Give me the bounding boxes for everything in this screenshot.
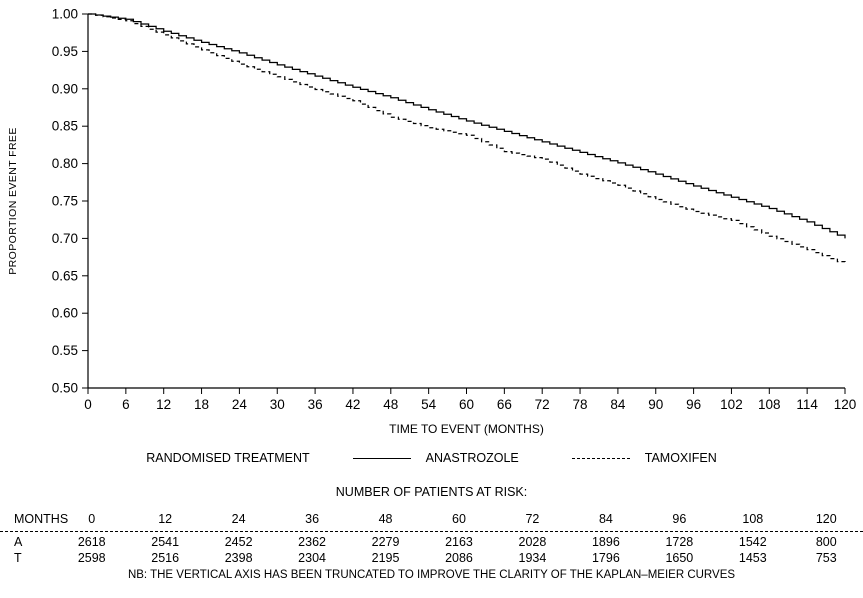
x-tick-label: 78 — [573, 397, 588, 412]
month-header: 120 — [815, 512, 837, 526]
x-tick-label: 72 — [535, 397, 550, 412]
risk-count: 2086 — [445, 551, 473, 565]
risk-count: 2598 — [77, 551, 106, 565]
x-tick-label: 114 — [796, 397, 818, 412]
y-tick-label: 0.85 — [52, 119, 78, 134]
anastrozole-curve — [88, 13, 846, 239]
risk-table-body: A 2618 2541 2452 2362 2279 2163 2028 1896 1728 154… — [0, 531, 863, 566]
risk-count: 1934 — [518, 551, 547, 565]
footnote: NB: THE VERTICAL AXIS HAS BEEN TRUNCATED… — [127, 569, 736, 581]
risk-count: 1796 — [591, 551, 620, 565]
patients-at-risk-table: MONTHS 0 12 24 36 48 60 72 84 96 108 120 A 2618 2541 24… — [0, 511, 863, 566]
risk-count: 2541 — [151, 535, 180, 549]
month-header: 0 — [88, 512, 96, 526]
x-tick-label: 66 — [497, 397, 512, 412]
x-tick-label: 96 — [686, 397, 701, 412]
legend-label-anastrozole: ANASTROZOLE — [425, 451, 519, 465]
risk-count: 2304 — [298, 551, 326, 565]
y-tick-label: 0.80 — [52, 156, 78, 171]
x-tick-label: 36 — [308, 397, 323, 412]
risk-count: 1650 — [665, 551, 694, 565]
legend: RANDOMISED TREATMENT ANASTROZOLE TAMOXIF… — [0, 451, 863, 465]
risk-count: 800 — [815, 535, 837, 549]
risk-count: 2618 — [77, 535, 106, 549]
x-tick-label: 42 — [345, 397, 360, 412]
risk-count: 2516 — [151, 551, 180, 565]
x-tick-label: 24 — [232, 397, 248, 412]
risk-count: 2028 — [518, 535, 547, 549]
risk-count: 1728 — [665, 535, 694, 549]
x-tick-label: 84 — [610, 397, 626, 412]
risk-count: 2279 — [371, 535, 400, 549]
risk-count: 1453 — [738, 551, 767, 565]
x-tick-label: 60 — [459, 397, 474, 412]
risk-count: 2398 — [224, 551, 253, 565]
risk-row-t: T 2598 2516 2398 2304 2195 2086 1934 1796 1650 145… — [0, 550, 863, 566]
y-tick-label: 1.00 — [52, 7, 78, 22]
x-axis-label: TIME TO EVENT (MONTHS) — [389, 422, 544, 436]
risk-count: 1896 — [591, 535, 620, 549]
legend-label-tamoxifen: TAMOXIFEN — [644, 451, 717, 465]
y-tick-label: 0.55 — [52, 343, 78, 358]
x-tick-label: 108 — [758, 397, 781, 412]
x-tick-label: 6 — [122, 397, 130, 412]
x-tick-label: 48 — [383, 397, 398, 412]
risk-count: 2195 — [371, 551, 400, 565]
risk-row-label: A — [14, 535, 23, 549]
month-header: 60 — [452, 512, 466, 526]
x-tick-label: 120 — [834, 397, 857, 412]
risk-count: 2452 — [224, 535, 253, 549]
month-header: 24 — [231, 512, 246, 526]
x-tick-label: 102 — [720, 397, 743, 412]
y-tick-label: 0.75 — [52, 194, 78, 209]
y-tick-label: 0.50 — [52, 381, 78, 396]
month-header: 36 — [305, 512, 320, 526]
month-header: 12 — [158, 512, 173, 526]
x-tick-label: 54 — [421, 397, 437, 412]
x-tick-label: 0 — [84, 397, 92, 412]
month-header: 48 — [378, 512, 393, 526]
risk-table-header: MONTHS 0 12 24 36 48 60 72 84 96 108 120 — [0, 511, 863, 527]
tamoxifen-line-sample — [571, 457, 630, 459]
anastrozole-line-sample — [352, 457, 411, 459]
tamoxifen-curve — [88, 13, 846, 265]
y-tick-label: 0.70 — [52, 231, 78, 246]
risk-row-label: T — [14, 551, 22, 565]
y-tick-label: 0.60 — [52, 306, 78, 321]
risk-row-a: A 2618 2541 2452 2362 2279 2163 2028 1896 1728 154… — [0, 534, 863, 550]
x-tick-label: 90 — [648, 397, 663, 412]
month-header: 84 — [598, 512, 613, 526]
risk-count: 2163 — [445, 535, 473, 549]
month-header: 96 — [672, 512, 687, 526]
x-tick-label: 18 — [194, 397, 209, 412]
y-tick-label: 0.90 — [52, 81, 78, 96]
y-axis-label: PROPORTION EVENT FREE — [7, 127, 19, 274]
month-header: 72 — [525, 512, 540, 526]
kaplan-meier-chart: 1.00 0.95 0.90 0.85 0.80 0.75 0.70 0.65 0.60 0.55… — [7, 7, 857, 437]
x-tick-label: 12 — [156, 397, 171, 412]
month-header: 108 — [742, 512, 764, 526]
legend-title: RANDOMISED TREATMENT — [146, 451, 310, 465]
y-tick-label: 0.65 — [52, 268, 78, 283]
months-label: MONTHS — [14, 512, 69, 526]
risk-table-title: NUMBER OF PATIENTS AT RISK: — [335, 485, 528, 499]
risk-count: 753 — [815, 551, 837, 565]
risk-count: 2362 — [298, 535, 326, 549]
y-tick-label: 0.95 — [52, 44, 78, 59]
x-tick-label: 30 — [270, 397, 285, 412]
risk-count: 1542 — [738, 535, 767, 549]
